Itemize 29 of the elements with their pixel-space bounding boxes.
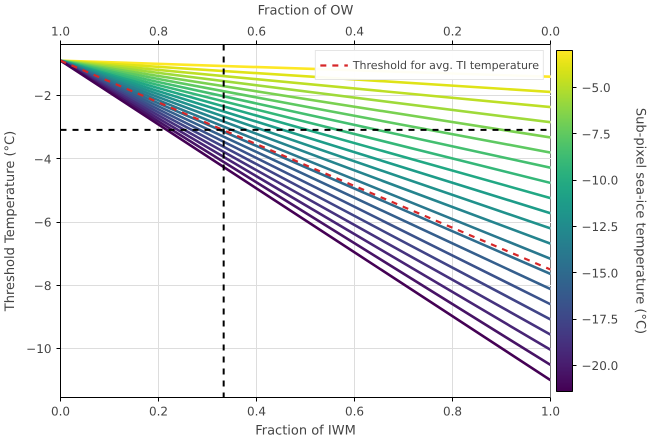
x2-tick-label: 0.4 [344,24,364,38]
color-bar-label: −17.5 [582,312,618,327]
x-tick-label: 0.6 [344,404,364,418]
color-bar-label: −15.0 [582,266,618,280]
x-tick-label: 1.0 [540,404,560,418]
x-tick-label: 0.4 [246,404,266,418]
y-tick-label: −2 [34,89,52,104]
color-bar-title: Sub-pixel sea-ice temperature (°C) [632,108,648,334]
y-tick-label: −4 [34,152,52,166]
y-tick-label: −10 [26,342,52,356]
color-bar-label: −20.0 [582,359,618,374]
color-bar-label: −7.5 [582,127,611,142]
x2-tick-label: 0.2 [442,24,462,38]
color-bar-label: −5.0 [582,81,611,96]
x2-axis-title: Fraction of OW [258,4,354,18]
x-tick-label: 0.8 [442,404,462,418]
color-bar-label: −12.5 [582,220,618,234]
y-axis-title: Threshold Temperature (°C) [3,130,18,312]
x-tick-label: 0.2 [148,404,168,418]
color-bar-label: −10.0 [582,174,618,188]
x2-tick-label: 1.0 [50,24,70,38]
x2-tick-label: 0.0 [540,24,560,38]
legend-label: Threshold for avg. TI temperature [352,58,539,72]
y-tick-label: −8 [34,278,52,293]
x2-tick-label: 0.8 [148,24,168,38]
x-axis-title: Fraction of IWM [255,424,356,438]
x-tick-label: 0.0 [50,404,70,418]
x2-tick-label: 0.6 [246,24,266,38]
y-tick-label: −6 [34,216,52,230]
